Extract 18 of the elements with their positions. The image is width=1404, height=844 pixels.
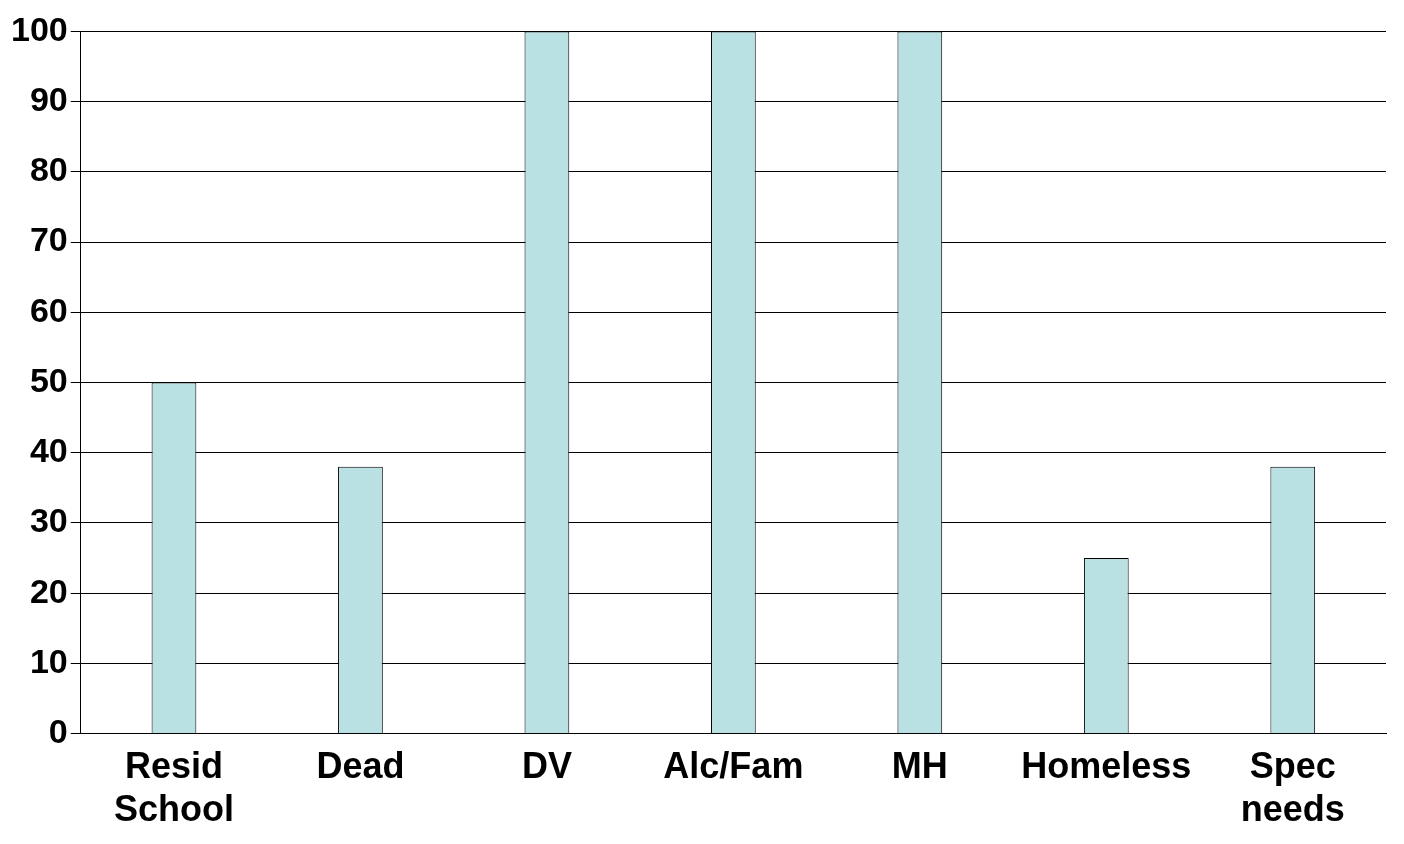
y-tick-label: 80 bbox=[29, 150, 68, 189]
x-tick-label: MH bbox=[891, 745, 948, 787]
x-tick-label: Homeless bbox=[1021, 745, 1192, 787]
y-tick-label: 40 bbox=[29, 431, 68, 470]
y-tick-label: 90 bbox=[29, 80, 68, 118]
y-tick-label: 60 bbox=[29, 290, 68, 329]
y-tick-label: 0 bbox=[48, 711, 68, 750]
x-tick-label: Alc/Fam bbox=[663, 745, 804, 787]
y-tick-label: 70 bbox=[29, 220, 68, 259]
x-tick-label: DV bbox=[521, 745, 572, 787]
y-tick-label: 100 bbox=[10, 9, 68, 48]
y-tick-label: 50 bbox=[29, 360, 68, 399]
x-tick-label: Dead bbox=[316, 745, 405, 787]
y-tick-label: 20 bbox=[29, 571, 68, 610]
y-tick-label: 10 bbox=[29, 641, 68, 680]
x-tick-label: Spec needs bbox=[1240, 745, 1345, 830]
y-tick-label: 30 bbox=[29, 501, 68, 540]
x-tick-label: Resid School bbox=[113, 745, 234, 830]
